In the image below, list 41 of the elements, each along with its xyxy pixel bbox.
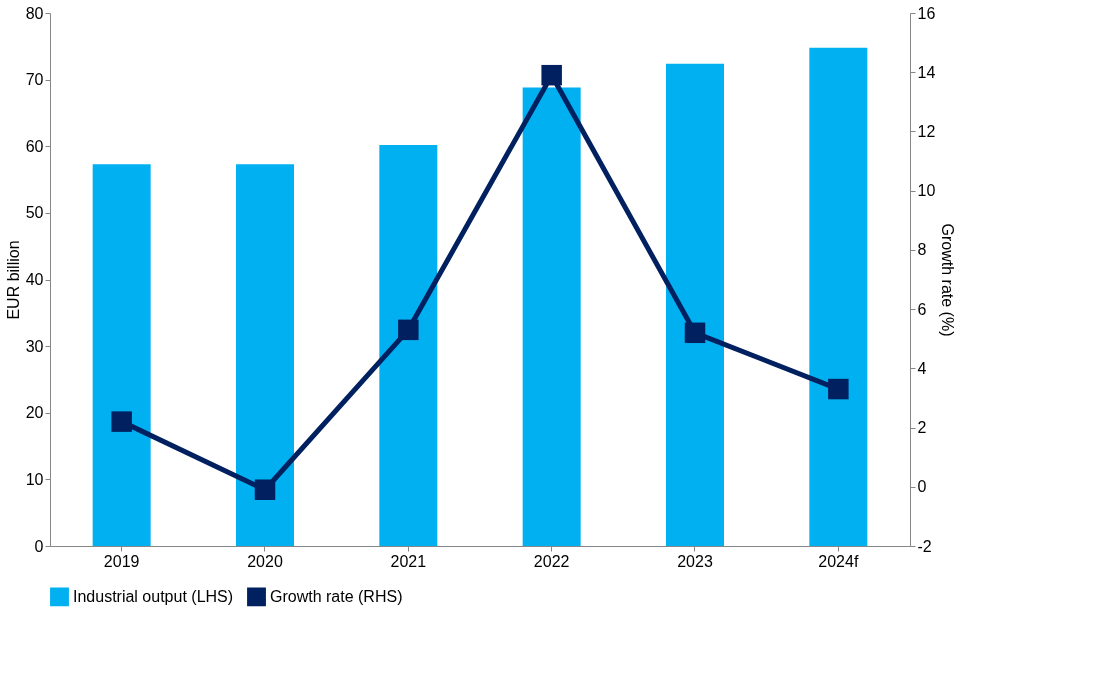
y-axis-title: EUR billion	[4, 240, 22, 320]
x-tick-label: 2024f	[818, 552, 859, 570]
bar	[522, 87, 581, 546]
y2-tick-label: 10	[917, 182, 936, 200]
point	[684, 322, 706, 344]
y2-tick-label: 12	[917, 122, 936, 140]
y2-tick-label: 2	[917, 419, 927, 437]
x-tick-label: 2020	[247, 552, 283, 570]
y2-tick-label: 4	[917, 359, 927, 377]
bar	[236, 164, 294, 546]
y-tick-label: 20	[25, 404, 44, 422]
y-tick-label: 80	[25, 4, 44, 22]
y-tick-label: 40	[25, 271, 44, 288]
bar	[379, 144, 438, 546]
y2-axis-title: Growth rate (%)	[939, 223, 957, 337]
x-tick-label: 2021	[390, 552, 427, 570]
bar	[92, 164, 151, 546]
point	[254, 479, 276, 500]
point	[111, 411, 132, 432]
point	[828, 378, 849, 400]
bar	[809, 47, 868, 546]
legend-label: Growth rate (RHS)	[270, 587, 403, 605]
bar	[666, 63, 724, 546]
y2-tick-label: 0	[917, 478, 927, 496]
y-tick-label: 60	[25, 137, 44, 155]
y2-tick-label: 16	[917, 4, 936, 22]
y-tick-label: 0	[34, 537, 44, 555]
y-tick-label: 30	[25, 337, 44, 355]
x-tick-label: 2023	[677, 552, 713, 570]
y2-tick-label: -2	[917, 537, 932, 555]
point	[541, 64, 562, 86]
y2-tick-label: 14	[917, 63, 936, 81]
y2-tick-label: 6	[917, 300, 927, 318]
point	[398, 319, 419, 341]
x-tick-label: 2019	[103, 552, 140, 570]
y-tick-label: 10	[25, 470, 44, 488]
y-tick-label: 70	[25, 71, 44, 89]
y-tick-label: 50	[25, 204, 44, 222]
x-tick-label: 2022	[533, 552, 570, 570]
legend-label: Industrial output (LHS)	[73, 587, 234, 605]
y2-tick-label: 8	[917, 241, 927, 259]
